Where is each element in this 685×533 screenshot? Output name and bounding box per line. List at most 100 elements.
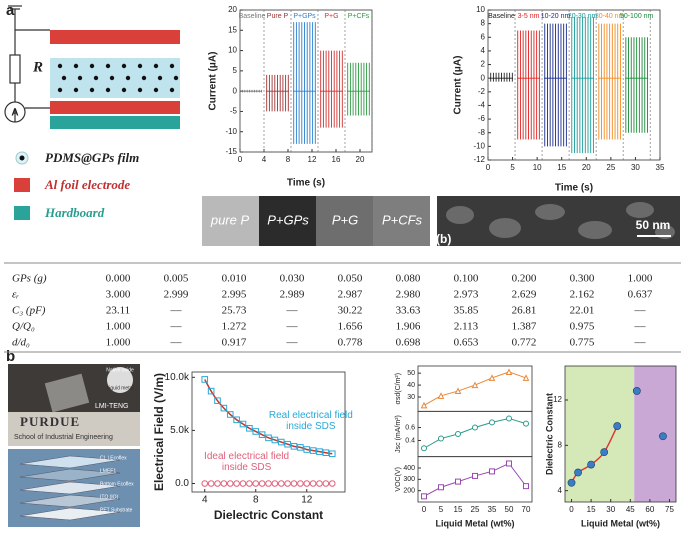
marker bbox=[252, 480, 260, 487]
point bbox=[574, 468, 582, 477]
row-header: d/d₀ bbox=[12, 337, 30, 349]
marker bbox=[220, 404, 228, 412]
table-cell: — bbox=[634, 321, 647, 333]
table-cell: 35.85 bbox=[454, 305, 479, 317]
marker bbox=[271, 436, 279, 444]
x-tick-label: 4 bbox=[202, 495, 208, 506]
plot-frame bbox=[239, 9, 373, 153]
y-tick-label: 2 bbox=[481, 60, 486, 69]
photo-text: School of Industrial Engineering bbox=[14, 434, 113, 441]
marker bbox=[239, 420, 247, 428]
current-trace bbox=[598, 23, 622, 140]
table-cell: 2.973 bbox=[454, 289, 479, 301]
panel-label: b bbox=[6, 348, 15, 365]
marker bbox=[214, 397, 221, 404]
y-tick-label: -5 bbox=[230, 107, 238, 116]
region-label: Pure P bbox=[267, 13, 289, 20]
table-cell: 2.113 bbox=[454, 321, 479, 333]
table-cell: 2.999 bbox=[164, 289, 189, 301]
y-axis-label: Electrical Field (V/m) bbox=[152, 373, 166, 491]
legend-swatch bbox=[19, 155, 25, 161]
marker bbox=[290, 443, 298, 450]
marker bbox=[252, 428, 260, 435]
table-cell: 0.975 bbox=[570, 321, 595, 333]
x-tick-label: 25 bbox=[471, 505, 480, 514]
marker bbox=[309, 447, 317, 454]
table-cell: 0.653 bbox=[454, 337, 479, 349]
series-label: Ideal electrical field inside SDS bbox=[204, 451, 289, 473]
particle bbox=[121, 87, 127, 93]
fit-curve bbox=[204, 379, 333, 455]
table-cell: 0.300 bbox=[570, 273, 595, 285]
photo bbox=[259, 196, 316, 246]
table-cell: 30.22 bbox=[338, 305, 363, 317]
marker bbox=[290, 480, 298, 487]
table-cell: 0.050 bbox=[338, 273, 363, 285]
marker bbox=[297, 480, 304, 487]
x-tick-label: 45 bbox=[626, 505, 635, 514]
legend-swatch bbox=[14, 206, 30, 220]
point bbox=[587, 460, 596, 469]
table-cell: 0.775 bbox=[570, 337, 595, 349]
x-tick-label: 35 bbox=[488, 505, 497, 514]
marker bbox=[471, 381, 479, 389]
y-tick-label: 0 bbox=[233, 86, 238, 95]
photo-label: P+G bbox=[332, 212, 358, 227]
region bbox=[634, 366, 676, 502]
row-header: Q/Q₀ bbox=[12, 321, 35, 333]
x-axis-label: Liquid Metal (wt%) bbox=[436, 518, 515, 528]
device bbox=[44, 373, 90, 413]
marker bbox=[277, 438, 285, 446]
table-cell: 2.989 bbox=[280, 289, 305, 301]
row-header: εᵣ bbox=[12, 289, 19, 301]
x-tick-label: 8 bbox=[253, 495, 259, 506]
layer-label: ITO (IO) bbox=[100, 494, 119, 500]
device-photo-sign bbox=[8, 412, 140, 446]
plot-frame bbox=[564, 365, 677, 503]
inset bbox=[107, 367, 133, 393]
table-cell: 1.906 bbox=[396, 321, 421, 333]
y-axis-label: Current (μA) bbox=[208, 52, 219, 111]
marker bbox=[201, 480, 209, 487]
x-tick-label: 0 bbox=[422, 505, 427, 514]
point bbox=[567, 478, 576, 487]
region-label: 3-5 nm bbox=[518, 13, 540, 20]
table-cell: 3.000 bbox=[106, 289, 131, 301]
current-trace bbox=[544, 23, 568, 147]
photo bbox=[373, 196, 430, 246]
marker bbox=[454, 387, 462, 395]
table-cell: — bbox=[286, 337, 299, 349]
y-axis-label: Current (μA) bbox=[453, 56, 464, 115]
x-tick-label: 50 bbox=[505, 505, 514, 514]
y-tick-label: -15 bbox=[225, 147, 237, 156]
particle bbox=[153, 87, 159, 93]
marker bbox=[271, 480, 279, 487]
y-tick-label: 8 bbox=[481, 19, 486, 28]
photo-text: Liquid metal bbox=[107, 385, 134, 391]
region-label: P+G bbox=[324, 13, 338, 20]
particle bbox=[61, 75, 67, 81]
region-label: Baseline bbox=[488, 13, 515, 20]
layer-label: Bottom Ecoflex bbox=[100, 481, 134, 487]
x-tick-label: 15 bbox=[557, 163, 566, 172]
marker bbox=[322, 449, 330, 457]
x-tick-label: 10 bbox=[533, 163, 542, 172]
y-tick-label: -8 bbox=[478, 128, 486, 137]
layer bbox=[19, 468, 121, 482]
series-label: Real electrical field inside SDS bbox=[269, 410, 353, 432]
table-cell: 23.11 bbox=[106, 305, 130, 317]
table-cell: 26.81 bbox=[512, 305, 537, 317]
y-tick-label: -4 bbox=[478, 101, 486, 110]
marker bbox=[328, 450, 336, 458]
marker bbox=[284, 480, 291, 487]
current-trace bbox=[625, 37, 649, 133]
current-trace bbox=[517, 30, 541, 140]
marker bbox=[316, 480, 323, 487]
particle bbox=[89, 63, 95, 69]
marker bbox=[421, 445, 427, 452]
x-tick-label: 20 bbox=[582, 163, 591, 172]
x-tick-label: 25 bbox=[606, 163, 615, 172]
y-tick-label: 15 bbox=[228, 25, 237, 34]
region-label: P+CFs bbox=[348, 13, 370, 20]
